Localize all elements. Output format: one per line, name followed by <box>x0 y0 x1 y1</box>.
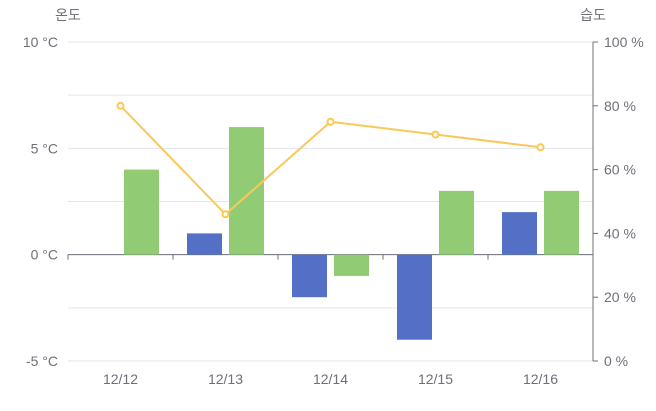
right-tick-label: 40 % <box>604 225 636 241</box>
left-tick-label: 10 °C <box>23 34 58 50</box>
right-axis-title: 습도 <box>580 7 606 23</box>
humidity-point <box>221 210 230 219</box>
bar <box>187 233 222 255</box>
category-label: 12/15 <box>418 371 453 387</box>
bar <box>124 169 159 255</box>
axis-labels: 온도 습도 -5 °C 0 °C 5 °C 10 °C 0 % 20 % 40 % 60 % 8… <box>23 7 644 387</box>
category-label: 12/16 <box>523 371 558 387</box>
bar <box>439 190 474 255</box>
left-axis-title: 온도 <box>55 7 81 23</box>
humidity-point <box>116 101 125 110</box>
humidity-line <box>116 101 545 219</box>
humidity-point <box>326 117 335 126</box>
right-tick-label: 80 % <box>604 98 636 114</box>
category-label: 12/14 <box>313 371 348 387</box>
right-tick-label: 20 % <box>604 289 636 305</box>
bar <box>229 127 264 255</box>
category-label: 12/12 <box>103 371 138 387</box>
right-tick-label: 0 % <box>604 353 628 369</box>
right-tick-label: 100 % <box>604 34 644 50</box>
left-tick-label: -5 °C <box>26 353 58 369</box>
left-tick-label: 0 °C <box>31 247 58 263</box>
bars <box>124 127 579 340</box>
right-tick-label: 60 % <box>604 162 636 178</box>
humidity-point <box>536 143 545 152</box>
bar <box>334 254 369 276</box>
left-tick-label: 5 °C <box>31 140 58 156</box>
category-label: 12/13 <box>208 371 243 387</box>
bar <box>502 212 537 255</box>
bar <box>544 190 579 255</box>
bar <box>292 254 327 298</box>
humidity-point <box>431 130 440 139</box>
bar <box>397 254 432 340</box>
